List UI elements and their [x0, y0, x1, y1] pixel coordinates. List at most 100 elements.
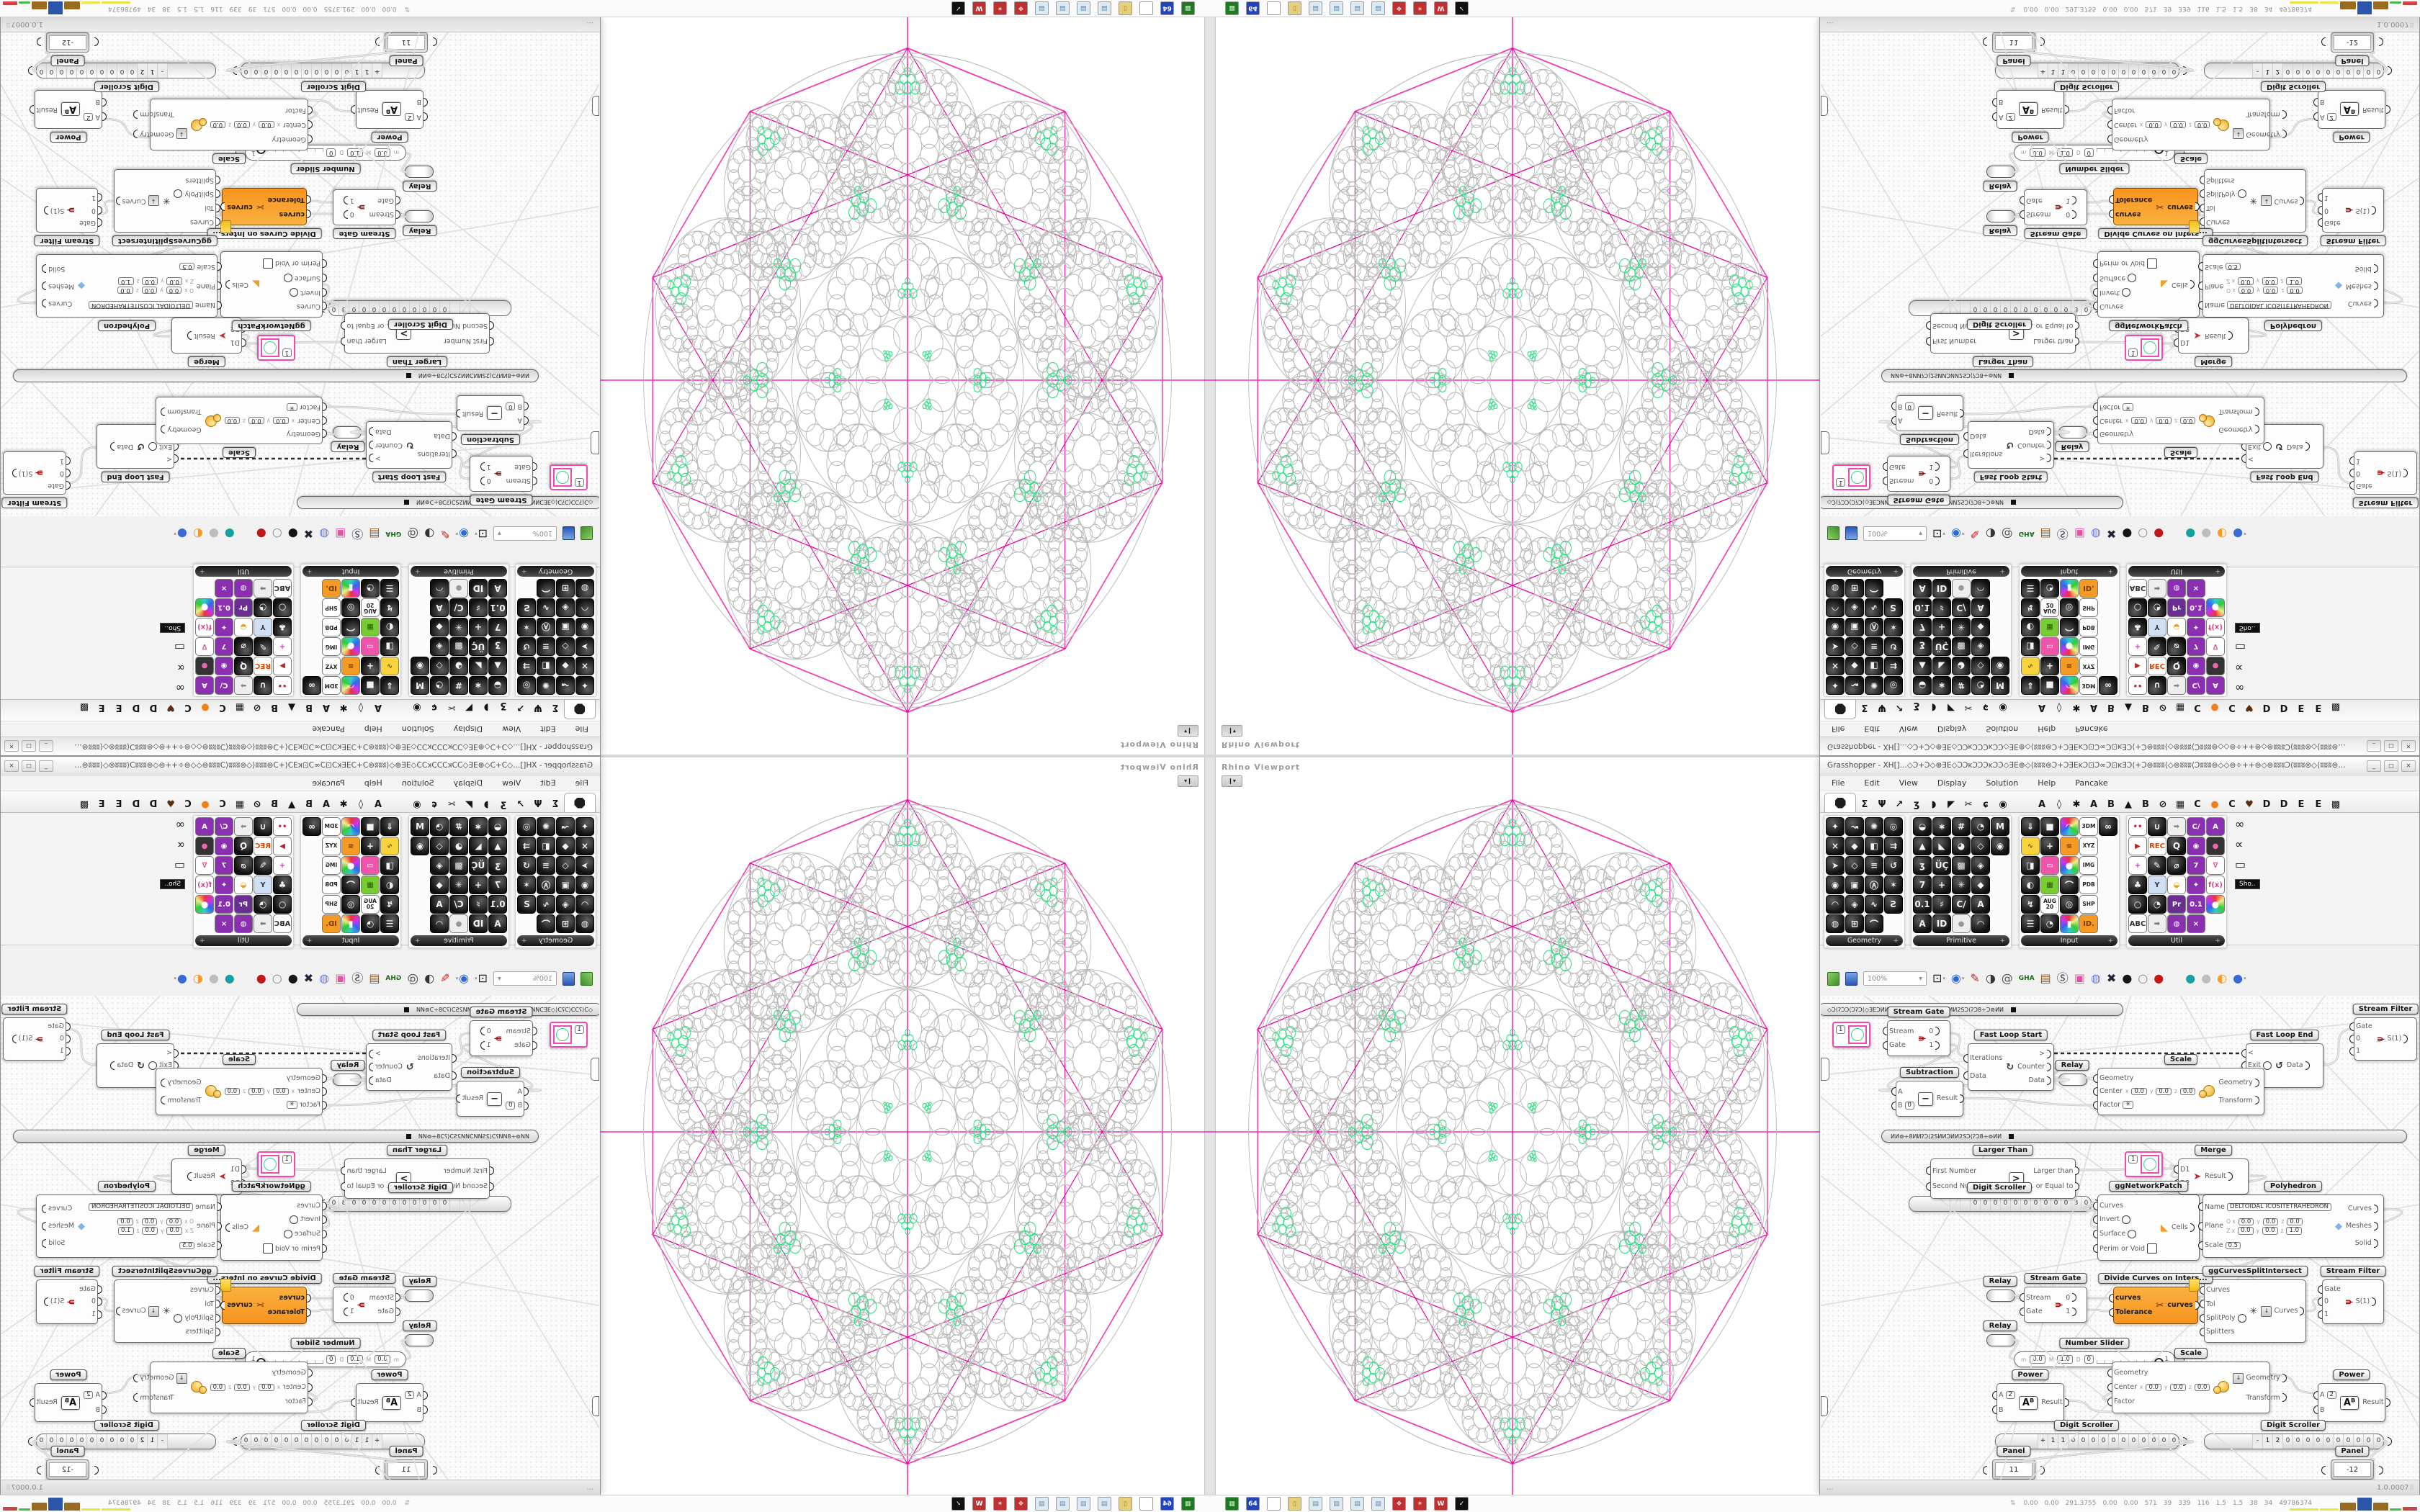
menu-item-file[interactable]: File	[575, 724, 588, 734]
port-grip[interactable]	[133, 1393, 138, 1403]
toolbar-icon[interactable]: ●	[225, 971, 235, 985]
component-icon[interactable]: Q	[2167, 657, 2186, 675]
component-icon[interactable]: ◐	[380, 618, 399, 636]
node-body[interactable]: Geometry Center x 0.0 y 0.0 z 0.0 Factor ✳ Geometr…	[2093, 397, 2264, 444]
digit-cell[interactable]: 0	[2040, 1197, 2051, 1211]
document-group-bar[interactable]: ИИ⊚÷8ИИʔƆ⟨2SИИƆИИ2SƆ⟨ʔƆ8÷⊚ИИ	[13, 1130, 539, 1143]
component-icon[interactable]: ʒ	[1913, 856, 1932, 875]
digit-cell[interactable]: 0	[2020, 1197, 2030, 1211]
port-grip[interactable]	[2318, 218, 2322, 228]
component-icon[interactable]: ➤	[1826, 637, 1845, 656]
tab-category-26[interactable]: E	[2298, 702, 2305, 714]
port-grip[interactable]	[343, 1293, 348, 1302]
port-grip[interactable]	[94, 1466, 99, 1475]
component-icon[interactable]: IMG	[322, 637, 341, 656]
component-icon[interactable]: ⊞	[556, 579, 575, 598]
component-node-scale[interactable]: Scale Geometry Center x 0.0 y 0.0 z 0.0 Factor ✳ Ge…	[156, 1054, 327, 1115]
value-chip[interactable]: 0.0	[166, 287, 182, 294]
tab-category-23[interactable]: ♥	[166, 798, 175, 810]
tab-category-8[interactable]: ɕ	[1983, 702, 1989, 714]
port-grip[interactable]	[2200, 176, 2204, 185]
port-grip[interactable]	[2093, 287, 2097, 297]
component-node-stream-gate[interactable]: Stream Gate Stream Gate ⋔ 0 1	[2020, 1273, 2087, 1323]
component-icon[interactable]: +	[2128, 856, 2147, 875]
digit-cell[interactable]: 0	[127, 63, 138, 78]
port-grip[interactable]	[2254, 425, 2259, 434]
toggle-circle[interactable]	[290, 1215, 299, 1225]
tab-params[interactable]	[564, 793, 596, 812]
component-node-divide-curves-on-inters-[interactable]: Divide Curves on Inters... curves Toleranc…	[2098, 1273, 2213, 1324]
param-node-selected[interactable]: 1	[549, 464, 588, 490]
menu-item-solution[interactable]: Solution	[401, 724, 434, 734]
component-icon[interactable]: ●	[1952, 579, 1971, 598]
node-body[interactable]: A 2 B Aᴮ Result	[30, 1383, 107, 1422]
value-chip[interactable]: 0	[1904, 402, 1914, 410]
component-icon[interactable]: ⇉	[1884, 837, 1903, 855]
menu-item-display[interactable]: Display	[453, 778, 483, 788]
port-grip[interactable]	[455, 1094, 460, 1103]
node-body[interactable]: Curves Invert Surface Perim or Void ◣ Cells	[2093, 1194, 2200, 1261]
digit-cell[interactable]: 1	[2058, 1434, 2068, 1449]
taskbar-icon[interactable]: ▤	[1371, 1, 1385, 15]
value-chip[interactable]: 0.0	[248, 1087, 264, 1096]
rhino-viewport[interactable]: Rhino Viewport ❙▾	[601, 17, 1210, 756]
component-icon[interactable]: ◕	[1952, 837, 1971, 855]
port-grip[interactable]	[368, 1063, 373, 1071]
taskbar-icon[interactable]: ▤	[1035, 1, 1049, 15]
component-icon[interactable]: 3DM	[322, 817, 341, 836]
component-icon[interactable]: ◠	[1826, 598, 1845, 617]
digit-cell[interactable]: 0	[261, 63, 272, 78]
tab-category-22[interactable]: C	[184, 702, 192, 714]
port-grip[interactable]	[2072, 1307, 2077, 1316]
value-chip[interactable]: 0.0	[117, 1218, 133, 1225]
port-grip[interactable]	[1960, 409, 1965, 418]
port-grip[interactable]	[12, 1035, 17, 1043]
port-grip[interactable]	[2040, 37, 2045, 46]
tab-category-28[interactable]: ▩	[79, 702, 89, 714]
component-icon[interactable]: ◉	[575, 876, 594, 894]
digit-cell[interactable]: 1	[2262, 1434, 2272, 1449]
panel-node[interactable]: Panel -12	[2321, 1446, 2383, 1480]
gh-canvas[interactable]: ◇Ɔ⟨ʔƆƆ⟨ƆʔƆ⟨◇ƎEƆИИ⊚Ɔ÷ВƆИИʔƆ⟨2SИИƆИИ2SƆ⟨ʔƆ…	[1821, 996, 2419, 1480]
port-grip[interactable]	[110, 1061, 115, 1070]
component-icon[interactable]: ■	[361, 817, 380, 836]
port-grip[interactable]	[452, 449, 457, 459]
toolbar-icon[interactable]: ⊡ ▾	[1932, 973, 1945, 984]
component-icon[interactable]: ID	[1932, 914, 1951, 933]
tab-category-13[interactable]: ✱	[339, 702, 348, 714]
component-icon[interactable]: ID.	[2079, 579, 2098, 598]
tab-category-26[interactable]: E	[115, 798, 122, 810]
component-node-fast-loop-start[interactable]: Fast Loop Start Iterations Data ↻ > Counter Da…	[1963, 1030, 2054, 1091]
digit-cell[interactable]: 1	[2048, 63, 2058, 78]
panel-body[interactable]: 11	[1992, 1459, 2035, 1480]
port-grip[interactable]	[174, 454, 179, 464]
toolbar-icon[interactable]: ✖	[304, 527, 313, 541]
port-grip[interactable]	[98, 193, 102, 202]
port-grip[interactable]	[216, 176, 220, 185]
component-icon[interactable]: Y	[2148, 618, 2166, 636]
component-icon[interactable]: ◔	[2148, 598, 2166, 617]
component-icon[interactable]: Y	[254, 876, 272, 894]
port-grip[interactable]	[225, 280, 230, 289]
maximize-button[interactable]: □	[2384, 740, 2398, 752]
overflow-icon[interactable]: ▭	[2235, 858, 2246, 871]
slider-min-chip[interactable]: 0.0	[2030, 148, 2045, 157]
digit-cell[interactable]: 0	[410, 1197, 420, 1211]
menu-item-edit[interactable]: Edit	[1864, 778, 1880, 788]
port-grip[interactable]	[1935, 1027, 1940, 1036]
toolbar-icon[interactable]: ◑	[424, 971, 434, 985]
toolbar-icon[interactable]: ⊡ ▾	[475, 971, 488, 985]
port-grip[interactable]	[2198, 282, 2202, 290]
toolbar-icon[interactable]: ✎	[1970, 527, 1979, 541]
port-grip[interactable]	[2318, 1297, 2322, 1306]
panel-caption[interactable]: Primitive +	[1913, 935, 2009, 946]
component-icon[interactable]: ◇	[1845, 856, 1864, 875]
node-body[interactable]: Curves Tol SplitPoly Splitters ✳ ↓ Curves	[114, 169, 220, 233]
tab-category-27[interactable]: E	[2315, 798, 2322, 810]
digit-cell[interactable]: 0	[312, 63, 322, 78]
component-icon[interactable]: ●	[2206, 837, 2225, 855]
port-grip[interactable]	[480, 1040, 485, 1050]
node-body[interactable]: A 2 B Aᴮ Result	[1992, 90, 2069, 129]
component-icon[interactable]: ∇	[2206, 637, 2225, 656]
digit-cell[interactable]: +	[2038, 1434, 2048, 1449]
